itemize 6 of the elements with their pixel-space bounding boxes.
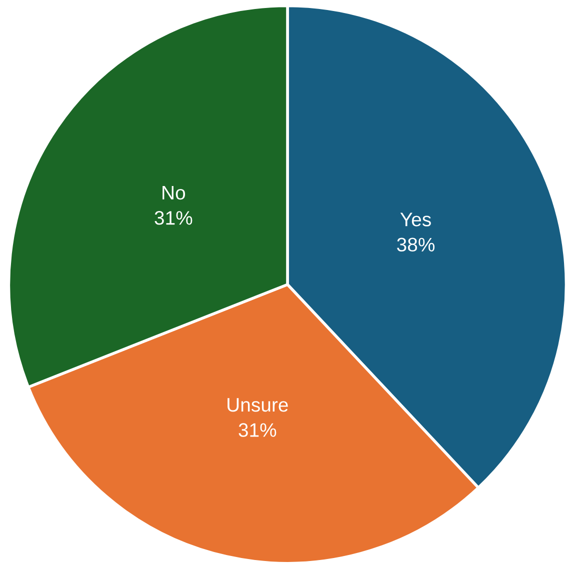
data-label: 31% xyxy=(154,211,192,225)
data-label: 31% xyxy=(238,423,276,437)
slice-label: Unsure xyxy=(228,398,288,412)
slice-label: No xyxy=(162,186,186,200)
slice-label: Yes xyxy=(400,212,431,226)
data-label: 38% xyxy=(397,238,435,252)
